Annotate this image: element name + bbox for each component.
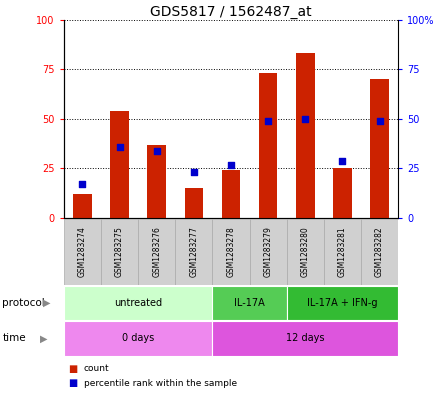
Bar [213, 219, 249, 285]
Point [79, 181, 86, 187]
Text: IL-17A: IL-17A [234, 298, 265, 308]
Bar [259, 73, 278, 218]
Bar [175, 219, 213, 285]
Bar [64, 286, 213, 320]
Text: 0 days: 0 days [122, 333, 154, 343]
Bar [64, 321, 213, 356]
Text: ▶: ▶ [40, 333, 47, 343]
Text: ▶: ▶ [43, 298, 51, 308]
Bar [370, 79, 389, 218]
Bar [296, 53, 315, 218]
Text: ■: ■ [68, 364, 77, 374]
Bar [213, 286, 287, 320]
Bar [361, 219, 398, 285]
Bar [138, 219, 175, 285]
Bar [73, 194, 92, 218]
Text: GSM1283277: GSM1283277 [189, 226, 198, 277]
Bar [324, 219, 361, 285]
Bar [287, 286, 398, 320]
Text: GSM1283282: GSM1283282 [375, 227, 384, 277]
Title: GDS5817 / 1562487_at: GDS5817 / 1562487_at [150, 5, 312, 18]
Text: GSM1283274: GSM1283274 [78, 226, 87, 277]
Bar [333, 169, 352, 218]
Text: GSM1283280: GSM1283280 [301, 226, 310, 277]
Point [339, 158, 346, 164]
Text: untreated: untreated [114, 298, 162, 308]
Bar [101, 219, 138, 285]
Point [302, 116, 309, 122]
Bar [110, 111, 129, 218]
Bar [64, 219, 101, 285]
Bar [147, 145, 166, 218]
Text: protocol: protocol [2, 298, 45, 308]
Text: ■: ■ [68, 378, 77, 388]
Text: percentile rank within the sample: percentile rank within the sample [84, 379, 237, 387]
Text: GSM1283278: GSM1283278 [227, 226, 235, 277]
Text: GSM1283281: GSM1283281 [338, 227, 347, 277]
Bar [213, 321, 398, 356]
Bar [184, 188, 203, 218]
Point [264, 118, 271, 124]
Text: GSM1283279: GSM1283279 [264, 226, 273, 277]
Point [376, 118, 383, 124]
Text: count: count [84, 364, 109, 373]
Point [191, 169, 198, 176]
Text: time: time [2, 333, 26, 343]
Bar [222, 171, 240, 218]
Point [227, 162, 235, 168]
Point [153, 147, 160, 154]
Text: IL-17A + IFN-g: IL-17A + IFN-g [307, 298, 378, 308]
Text: GSM1283275: GSM1283275 [115, 226, 124, 277]
Bar [249, 219, 287, 285]
Bar [287, 219, 324, 285]
Text: 12 days: 12 days [286, 333, 325, 343]
Point [116, 143, 123, 150]
Text: GSM1283276: GSM1283276 [152, 226, 161, 277]
